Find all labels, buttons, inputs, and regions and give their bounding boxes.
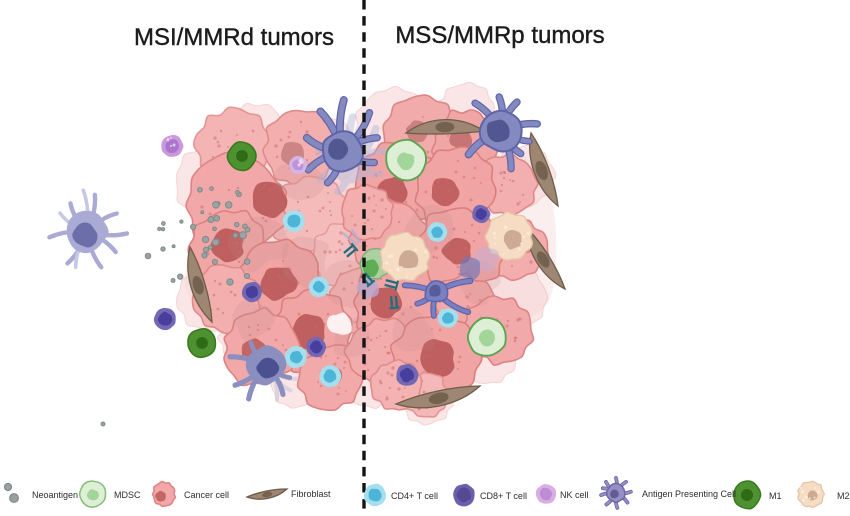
svg-text:Antigen Presenting Cell: Antigen Presenting Cell — [642, 489, 736, 499]
svg-text:MDSC: MDSC — [114, 490, 141, 500]
svg-text:CD8+ T cell: CD8+ T cell — [480, 491, 527, 501]
svg-text:Cancer cell: Cancer cell — [184, 490, 229, 500]
svg-text:M2: M2 — [837, 491, 850, 501]
svg-text:Fibroblast: Fibroblast — [291, 489, 331, 499]
svg-text:M1: M1 — [769, 491, 782, 501]
svg-text:MSS/MMRp tumors: MSS/MMRp tumors — [395, 22, 604, 49]
svg-text:CD4+ T cell: CD4+ T cell — [391, 491, 438, 501]
svg-text:MSI/MMRd tumors: MSI/MMRd tumors — [134, 24, 334, 51]
svg-text:NK cell: NK cell — [560, 490, 589, 500]
svg-text:Neoantigen: Neoantigen — [32, 490, 78, 500]
